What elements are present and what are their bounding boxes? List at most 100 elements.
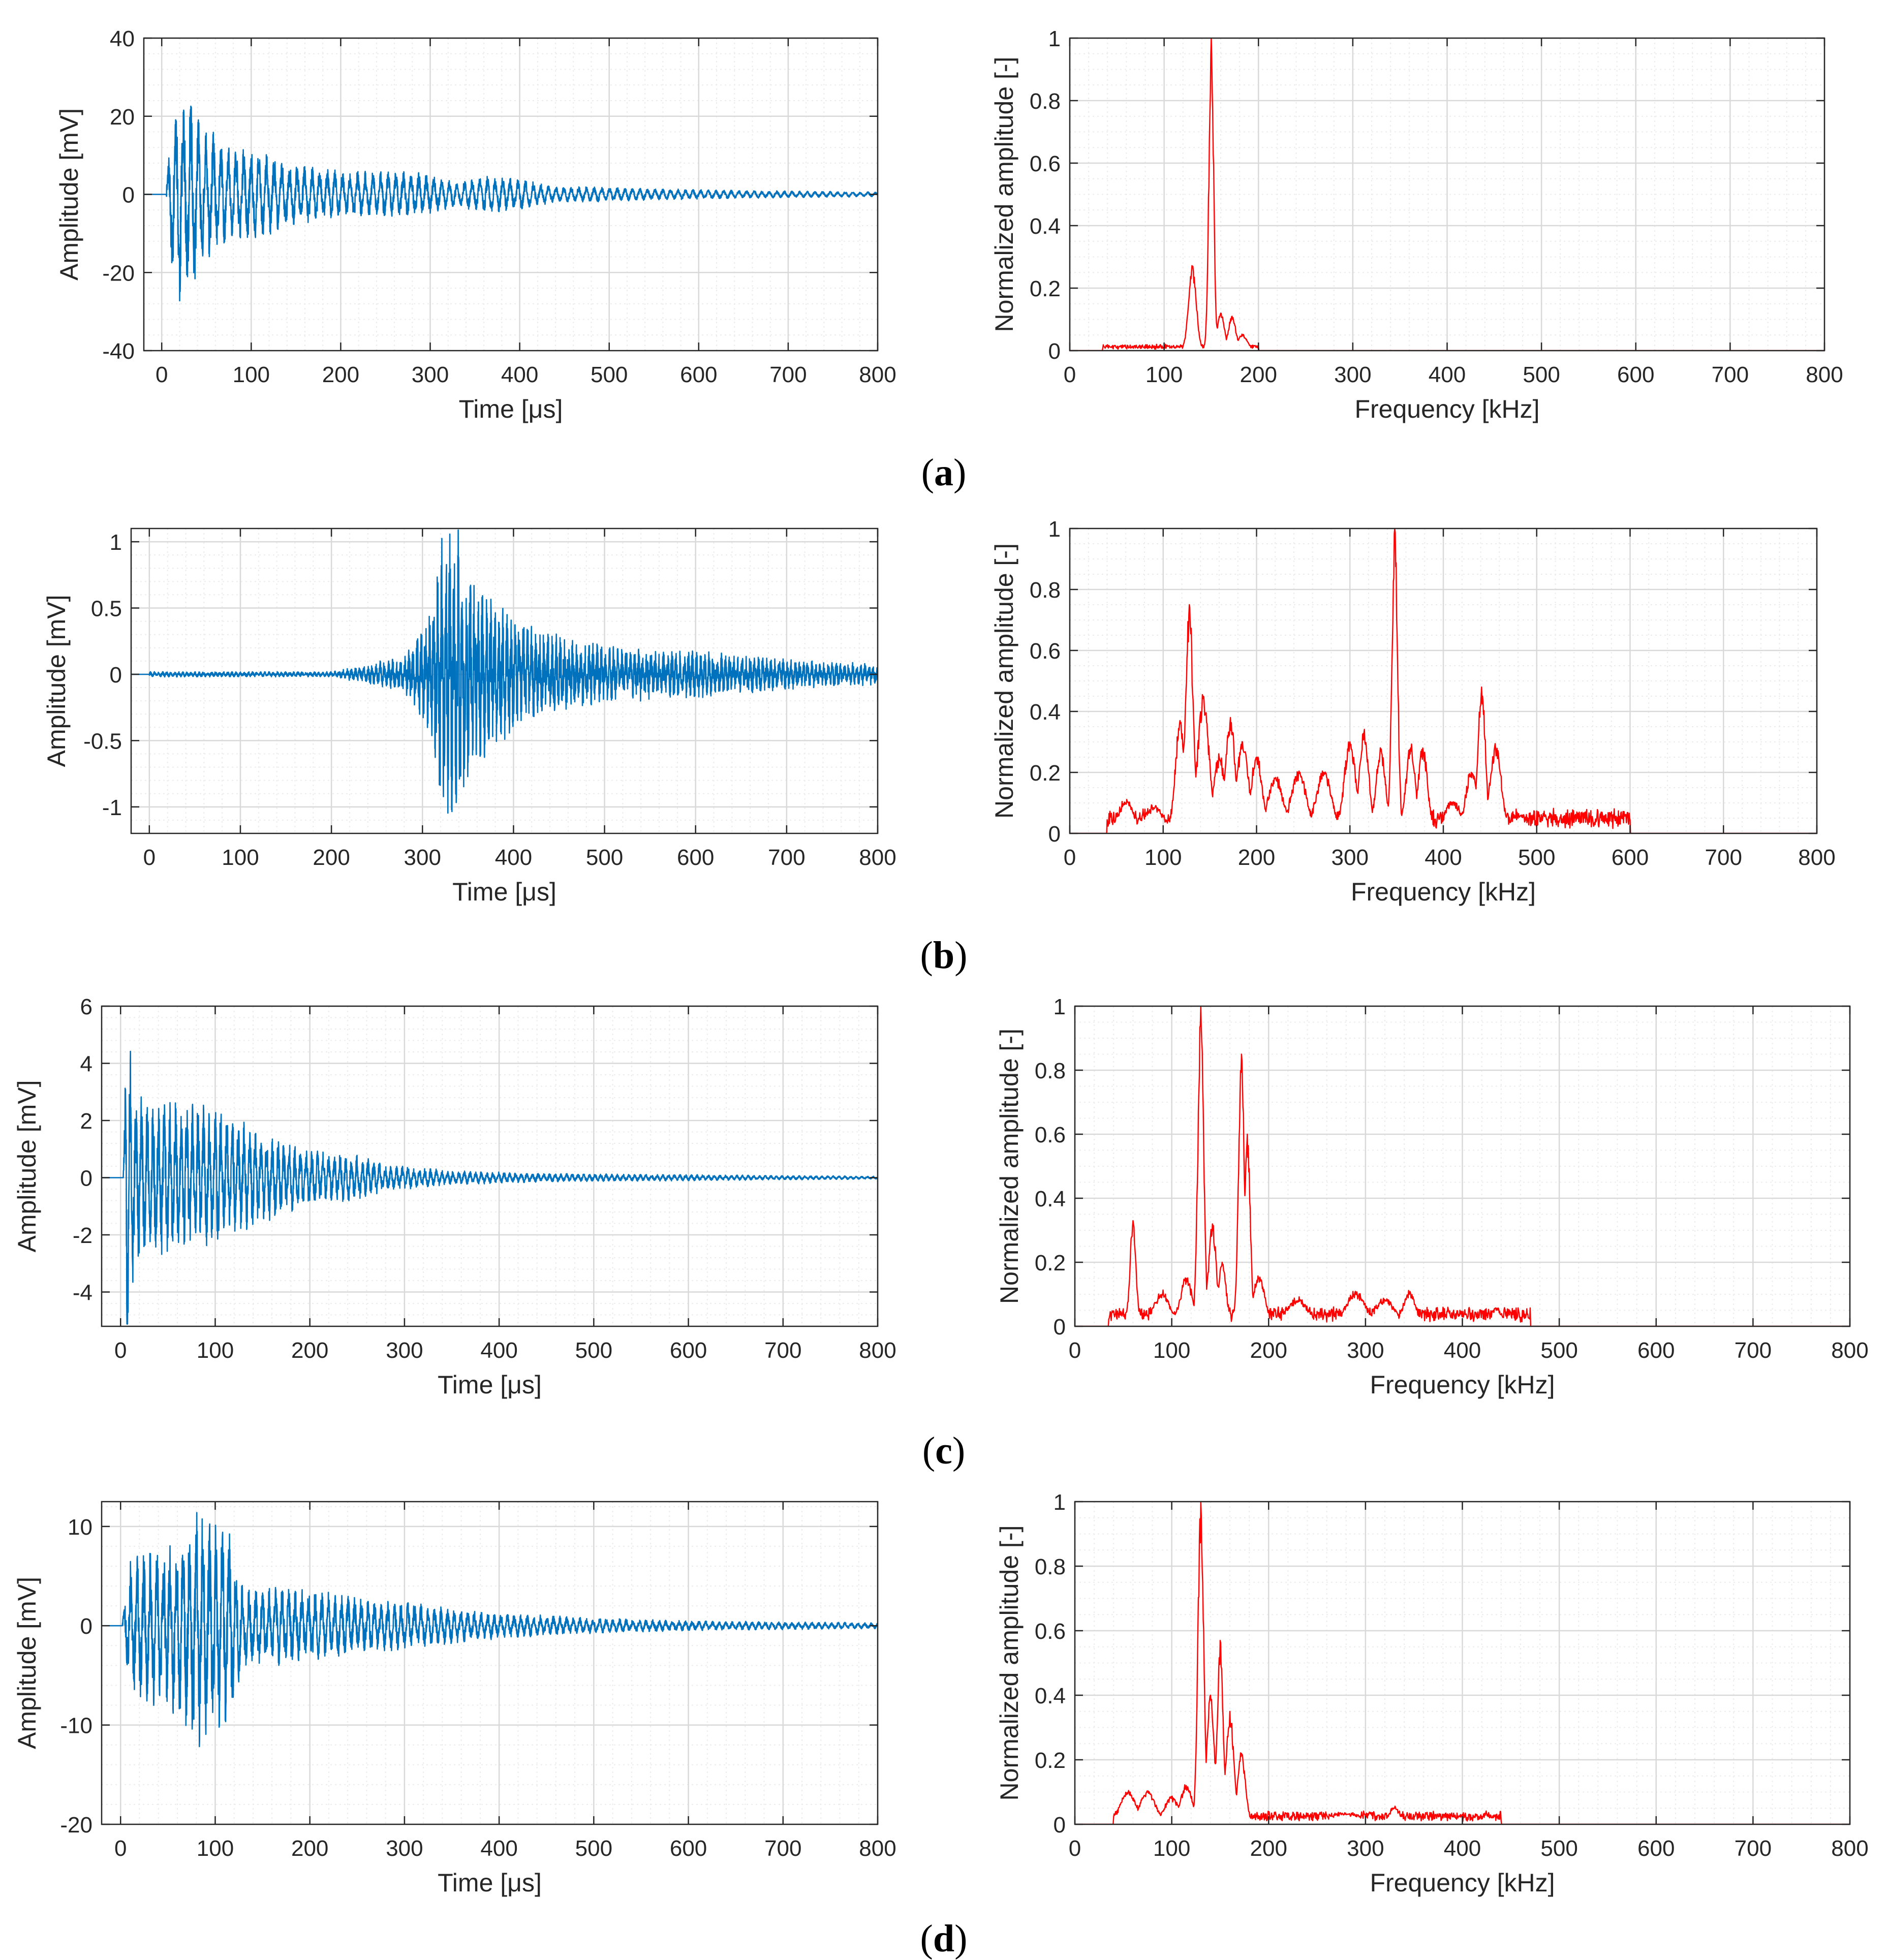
y-axis-label: Amplitude [mV] (13, 1080, 41, 1252)
y-tick-label: 1 (110, 530, 122, 555)
panel-c-freq: 0 100 200 300 400 500 600 700 800 0 0.2 0.4 0.6 0.8 1 F… (995, 994, 1869, 1399)
caption-b: (b) (920, 934, 968, 977)
x-tick-label: 0 (143, 845, 156, 870)
x-tick-label: 500 (1523, 362, 1560, 387)
x-tick-label: 600 (677, 845, 714, 870)
y-tick-label: -0.5 (83, 729, 122, 754)
y-tick-label: 0.8 (1035, 1059, 1066, 1083)
y-tick-label: 2 (80, 1109, 92, 1134)
x-tick-label: 500 (575, 1338, 612, 1363)
y-axis-label: Amplitude [mV] (42, 595, 71, 767)
x-tick-label: 600 (1612, 845, 1649, 870)
caption-a: (a) (921, 451, 967, 494)
y-tick-label: 20 (110, 105, 135, 130)
x-tick-label: 100 (233, 362, 270, 387)
x-tick-label: 500 (1540, 1836, 1577, 1861)
x-tick-label: 0 (114, 1338, 127, 1363)
x-tick-label: 700 (1705, 845, 1742, 870)
x-tick-label: 700 (1712, 362, 1749, 387)
y-tick-label: 6 (80, 994, 92, 1019)
x-tick-label: 100 (1153, 1338, 1190, 1363)
signal-line-d-time (102, 1512, 878, 1748)
x-tick-label: 100 (1153, 1836, 1190, 1861)
x-tick-label: 200 (1238, 845, 1275, 870)
x-tick-label: 0 (1064, 362, 1076, 387)
x-tick-label: 700 (1735, 1338, 1772, 1363)
x-tick-label: 200 (291, 1836, 328, 1861)
x-tick-label: 300 (1334, 362, 1371, 387)
x-tick-label: 400 (480, 1338, 517, 1363)
x-tick-label: 300 (386, 1338, 423, 1363)
y-tick-label: 0.4 (1030, 700, 1061, 725)
x-tick-label: 600 (1617, 362, 1654, 387)
x-tick-label: 200 (313, 845, 350, 870)
x-tick-label: 300 (404, 845, 441, 870)
y-axis-label: Normalized amplitude [-] (990, 57, 1018, 332)
axes-box (130, 527, 879, 834)
x-axis-label: Time [μs] (459, 395, 563, 423)
x-axis-label: Frequency [kHz] (1370, 1371, 1555, 1399)
spectrum-line-b-freq (1070, 528, 1817, 833)
x-tick-label: 400 (495, 845, 532, 870)
y-tick-label: 0.8 (1030, 89, 1061, 114)
x-tick-label: 400 (1444, 1338, 1481, 1363)
y-tick-label: 0.2 (1035, 1748, 1066, 1773)
y-tick-label: -20 (60, 1813, 92, 1838)
x-tick-label: 300 (412, 362, 449, 387)
y-tick-label: 4 (80, 1052, 92, 1077)
panel-a-time: 0 100 200 300 400 500 600 700 800 -40 -20 0 20 40 Time… (55, 26, 896, 423)
y-tick-label: 0 (1048, 822, 1061, 847)
panel-c-time: 0 100 200 300 400 500 600 700 800 -4 -2 0 2 4 6 Time [μ… (13, 994, 896, 1399)
signal-line-a-time (144, 105, 878, 302)
x-tick-label: 500 (591, 362, 628, 387)
x-tick-label: 800 (1798, 845, 1835, 870)
y-tick-label: 0.8 (1030, 578, 1061, 603)
signal-line-b-time (131, 529, 878, 814)
y-tick-label: 0.2 (1030, 276, 1061, 301)
caption-c: (c) (922, 1429, 965, 1472)
x-axis-label: Time [μs] (452, 878, 556, 906)
x-tick-label: 700 (1735, 1836, 1772, 1861)
x-tick-label: 400 (501, 362, 538, 387)
x-tick-label: 500 (575, 1836, 612, 1861)
axes-box (101, 1501, 879, 1825)
x-axis-label: Time [μs] (438, 1869, 542, 1897)
y-tick-label: 0 (110, 663, 122, 688)
x-tick-label: 700 (769, 362, 807, 387)
x-tick-label: 800 (859, 1836, 896, 1861)
x-axis-label: Time [μs] (438, 1371, 542, 1399)
signal-line-c-time (102, 1050, 878, 1325)
y-tick-label: 0 (1048, 339, 1061, 364)
y-axis-label: Normalized amplitude [-] (995, 1526, 1024, 1801)
panel-b-freq: 0 100 200 300 400 500 600 700 800 0 0.2 0.4 0.6 0.8 1 F… (990, 517, 1836, 906)
x-tick-label: 600 (670, 1338, 707, 1363)
y-tick-label: -10 (60, 1714, 92, 1738)
y-tick-label: 0 (1054, 1813, 1066, 1838)
y-tick-label: 1 (1054, 994, 1066, 1019)
y-tick-label: 0.6 (1030, 151, 1061, 176)
x-tick-label: 0 (156, 362, 168, 387)
x-tick-label: 200 (291, 1338, 328, 1363)
x-tick-label: 0 (114, 1836, 127, 1861)
x-tick-label: 100 (1146, 362, 1183, 387)
y-tick-label: 0.4 (1030, 214, 1061, 239)
x-tick-label: 0 (1064, 845, 1076, 870)
y-tick-label: 0.6 (1035, 1619, 1066, 1644)
y-tick-label: 0.2 (1030, 761, 1061, 786)
y-tick-label: 0.2 (1035, 1251, 1066, 1275)
y-tick-label: 1 (1048, 517, 1061, 542)
x-tick-label: 300 (1347, 1338, 1384, 1363)
spectrum-line-a-freq (1070, 38, 1824, 351)
x-tick-label: 200 (1250, 1836, 1287, 1861)
y-tick-label: 0.5 (91, 597, 122, 621)
x-tick-label: 200 (1250, 1338, 1287, 1363)
x-tick-label: 100 (197, 1338, 234, 1363)
panel-a-freq: 0 100 200 300 400 500 600 700 800 0 0.2 0.4 0.6 0.8 1 F… (990, 26, 1843, 423)
y-tick-label: 0 (122, 183, 135, 208)
x-tick-label: 0 (1069, 1338, 1081, 1363)
y-tick-label: 0 (80, 1166, 92, 1191)
x-axis-label: Frequency [kHz] (1351, 878, 1536, 906)
x-tick-label: 100 (1144, 845, 1182, 870)
y-tick-label: 10 (68, 1515, 92, 1540)
